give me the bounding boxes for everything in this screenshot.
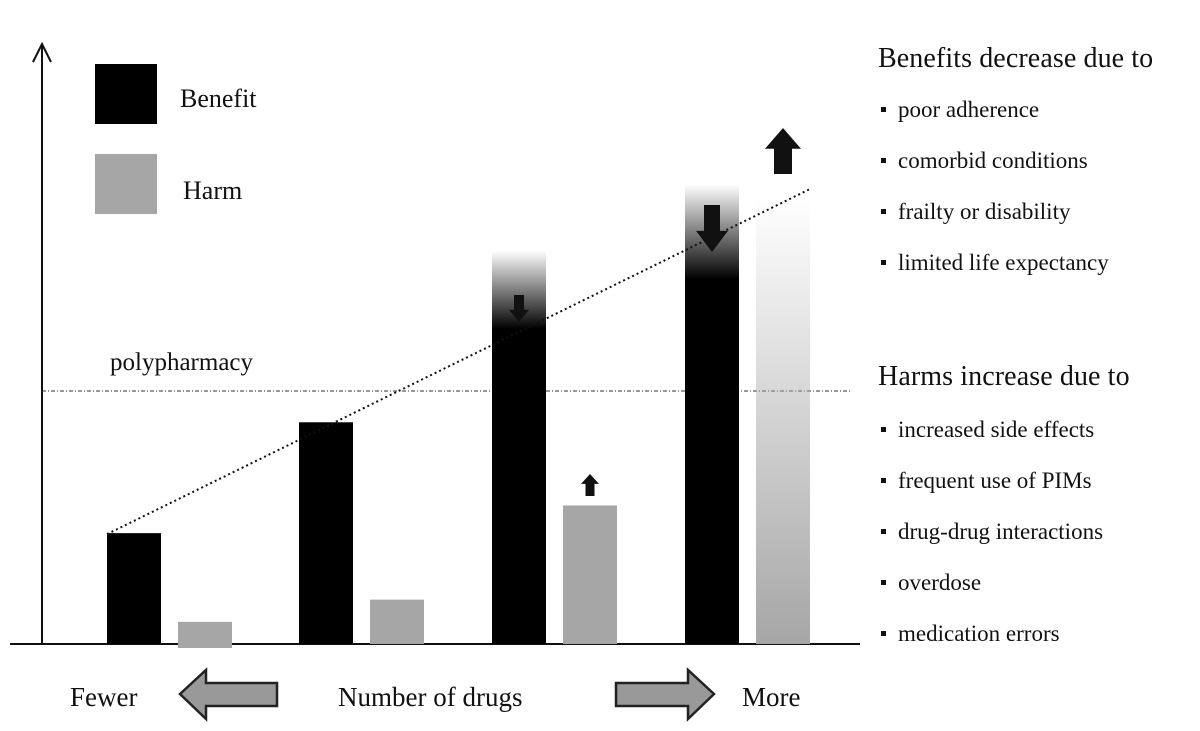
fewer-arrow-icon <box>178 667 279 722</box>
benefit-bar <box>492 328 546 644</box>
harm-reason-item-label: drug-drug interactions <box>898 519 1104 544</box>
bullet-icon <box>881 426 886 432</box>
benefits-decrease-panel: Benefits decrease due to poor adherence c… <box>878 42 1198 288</box>
benefit-reason-item: comorbid conditions <box>878 135 1198 186</box>
harm-bar <box>178 621 232 648</box>
bullet-icon <box>881 528 886 534</box>
benefit-reason-item-label: frailty or disability <box>898 199 1071 224</box>
benefit-reason-item-label: comorbid conditions <box>898 148 1088 173</box>
harm-reason-item: frequent use of PIMs <box>878 455 1198 506</box>
trend-line <box>106 188 811 536</box>
benefits-reason-list: poor adherence comorbid conditions frailty… <box>878 84 1198 288</box>
harm-increase-arrow-icon <box>765 128 801 174</box>
benefit-bar <box>299 422 353 644</box>
harms-increase-panel: Harms increase due to increased side eff… <box>878 360 1198 659</box>
benefit-bar <box>685 278 739 644</box>
harms-reason-list: increased side effects frequent use of PI… <box>878 404 1198 659</box>
legend-swatch-harm <box>95 154 157 214</box>
harm-reason-item-label: frequent use of PIMs <box>898 468 1092 493</box>
benefits-panel-title: Benefits decrease due to <box>878 43 1154 74</box>
more-label: More <box>742 682 800 712</box>
harm-reason-item: drug-drug interactions <box>878 506 1198 557</box>
benefit-decrease-arrow-icon <box>696 205 728 252</box>
harm-reason-item-label: increased side effects <box>898 417 1095 442</box>
harm-reason-item-label: overdose <box>898 570 982 595</box>
benefit-reason-item: poor adherence <box>878 84 1198 135</box>
harm-reason-item: increased side effects <box>878 404 1198 455</box>
bullet-icon <box>881 259 886 265</box>
legend-label-benefit: Benefit <box>180 84 257 113</box>
y-axis-arrowhead <box>32 41 52 63</box>
harm-bar <box>370 599 424 644</box>
harm-bar <box>563 505 617 644</box>
bullet-icon <box>881 106 886 112</box>
bar-group <box>106 183 811 648</box>
harm-increase-arrow-icon <box>581 474 599 496</box>
harms-panel-title: Harms increase due to <box>878 361 1130 392</box>
bullet-icon <box>881 208 886 214</box>
more-arrow-icon <box>614 667 716 722</box>
x-axis-label: Number of drugs <box>338 682 522 712</box>
harm-reason-item: medication errors <box>878 608 1198 659</box>
benefit-bar <box>107 533 161 644</box>
benefit-reason-item: frailty or disability <box>878 186 1198 237</box>
fewer-label: Fewer <box>70 682 137 712</box>
harm-bar <box>756 195 810 644</box>
benefit-reason-item-label: poor adherence <box>898 97 1040 122</box>
bullet-icon <box>881 477 886 483</box>
legend-swatch-benefit <box>95 64 157 124</box>
benefit-reason-item-label: limited life expectancy <box>898 250 1109 275</box>
harm-reason-item-label: medication errors <box>898 621 1060 646</box>
change-indicators <box>509 128 801 496</box>
legend-label-harm: Harm <box>183 176 242 205</box>
harm-reason-item: overdose <box>878 557 1198 608</box>
benefit-reason-item: limited life expectancy <box>878 237 1198 288</box>
bullet-icon <box>881 579 886 585</box>
bullet-icon <box>881 630 886 636</box>
polypharmacy-label: polypharmacy <box>110 349 254 376</box>
bullet-icon <box>881 157 886 163</box>
benefit-decrease-arrow-icon <box>509 295 529 322</box>
